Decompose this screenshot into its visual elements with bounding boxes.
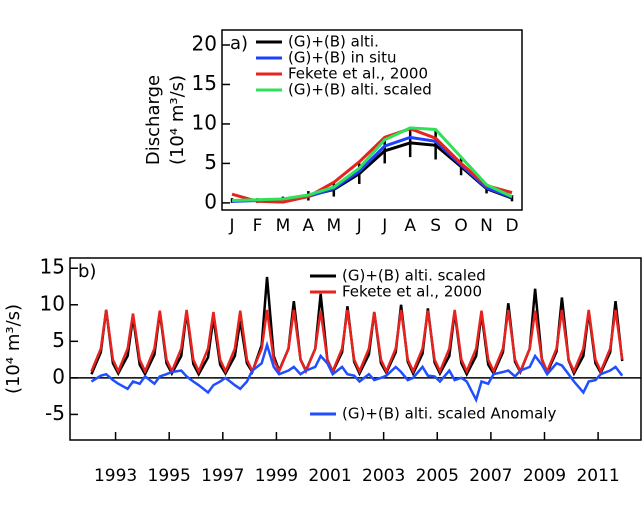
- y-tick-label: 5: [52, 328, 65, 352]
- y-tick-label: 5: [204, 150, 217, 174]
- legend-label: (G)+(B) alti. scaled Anomaly: [342, 405, 556, 423]
- legend-label: Fekete et al., 2000: [288, 65, 428, 83]
- y-axis-label: (10⁴ m³/s): [167, 75, 188, 165]
- plot-frame: [69, 257, 642, 441]
- x-tick-label: M: [276, 216, 291, 236]
- x-tick-label: 2009: [523, 466, 566, 486]
- x-tick-label: A: [303, 216, 315, 236]
- y-axis-label: (10⁴ m³/s): [3, 304, 24, 394]
- y-axis-label: Discharge: [143, 75, 164, 165]
- plot-frame: [221, 29, 523, 211]
- legend-label: Fekete et al., 2000: [342, 283, 482, 301]
- legend-label: (G)+(B) alti. scaled: [288, 81, 432, 99]
- x-tick-label: F: [253, 216, 263, 236]
- y-tick-label: 15: [40, 255, 65, 279]
- x-tick-label: 2001: [308, 466, 351, 486]
- series-line: [90, 309, 624, 375]
- x-tick-label: 2003: [362, 466, 405, 486]
- panel-label: a): [230, 33, 248, 54]
- series-line: [231, 126, 513, 203]
- x-tick-label: S: [430, 216, 441, 236]
- series-line: [231, 127, 513, 204]
- y-tick-label: 10: [192, 110, 217, 134]
- legend-label: (G)+(B) alti.: [288, 33, 379, 51]
- x-tick-label: J: [381, 216, 387, 236]
- y-tick-label: 10: [40, 291, 65, 315]
- x-tick-label: 2011: [576, 466, 619, 486]
- panel-label: b): [78, 261, 96, 282]
- x-tick-label: A: [404, 216, 416, 236]
- x-tick-label: J: [356, 216, 362, 236]
- y-tick-label: -5: [45, 401, 65, 425]
- x-tick-label: 2007: [469, 466, 512, 486]
- x-tick-label: 1999: [255, 466, 298, 486]
- x-tick-label: O: [454, 216, 467, 236]
- x-tick-label: 1993: [94, 466, 137, 486]
- x-tick-label: 2005: [416, 466, 459, 486]
- x-tick-label: J: [228, 216, 234, 236]
- legend-label: (G)+(B) alti. scaled: [342, 267, 486, 285]
- x-tick-label: N: [480, 216, 493, 236]
- x-tick-label: M: [326, 216, 341, 236]
- legend-label: (G)+(B) in situ: [288, 49, 396, 67]
- x-tick-label: 1997: [201, 466, 244, 486]
- y-tick-label: 20: [192, 32, 217, 56]
- y-tick-label: 15: [192, 71, 217, 95]
- x-tick-label: 1995: [148, 466, 191, 486]
- y-tick-label: 0: [204, 189, 217, 213]
- y-tick-label: 0: [52, 364, 65, 388]
- x-tick-label: D: [505, 216, 518, 236]
- series-line: [90, 340, 624, 404]
